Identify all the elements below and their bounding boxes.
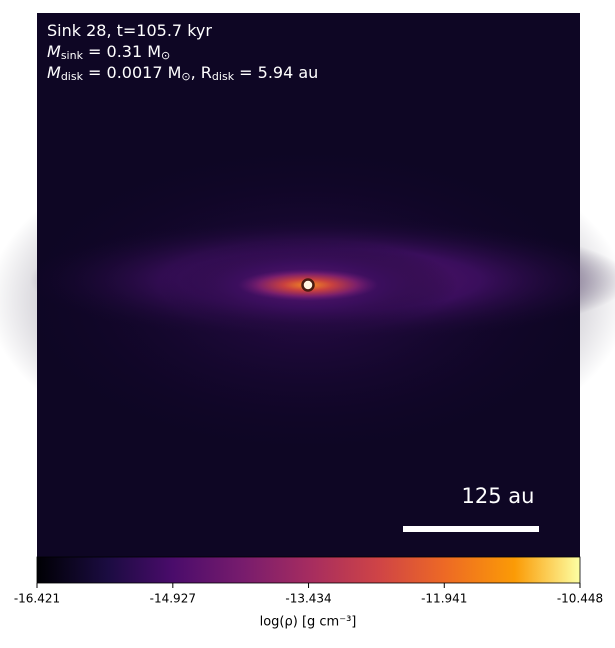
annotation: Mdisk = 0.0017 M⊙, Rdisk = 5.94 au (47, 63, 318, 84)
annotation: Sink 28, t=105.7 kyr (47, 21, 212, 40)
annotation-text: = 0.31 M (83, 42, 161, 61)
annotation-text: = 0.0017 M (83, 63, 181, 82)
density-map (0, 13, 615, 557)
tick-label: -11.941 (421, 592, 467, 606)
subscript: disk (212, 70, 235, 83)
scale-bar-label: 125 au (462, 484, 535, 508)
annotation: Msink = 0.31 M⊙ (47, 42, 170, 63)
annotation-text: Sink 28, t=105.7 kyr (47, 21, 212, 40)
tick-label: -13.434 (285, 592, 331, 606)
scale-bar (403, 526, 539, 532)
tick-label: -16.421 (14, 592, 60, 606)
subscript: disk (61, 70, 84, 83)
subscript: ⊙ (161, 49, 170, 62)
annotation-text: M (47, 63, 61, 82)
annotation-text: = 5.94 au (234, 63, 318, 82)
colorbar-label: log(ρ) [g cm⁻³] (260, 615, 357, 630)
subscript: ⊙ (181, 70, 190, 83)
annotation-text: , R (191, 63, 212, 82)
annotation-text: M (47, 42, 61, 61)
tick-label: -10.448 (557, 592, 603, 606)
subscript: sink (61, 49, 84, 62)
tick-label: -14.927 (150, 592, 196, 606)
colorbar (36, 556, 581, 584)
